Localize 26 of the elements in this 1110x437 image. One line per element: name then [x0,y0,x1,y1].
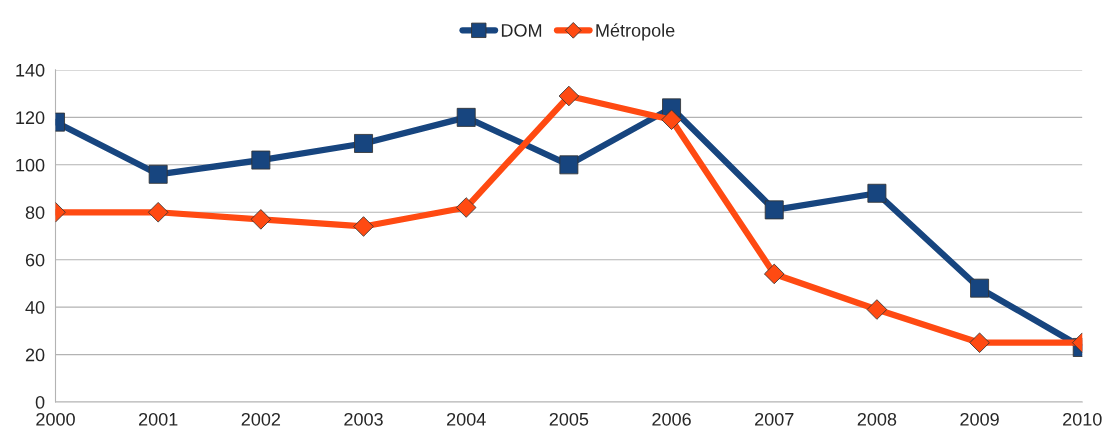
y-tick-label: 40 [25,301,45,314]
x-tick-label: 2010 [1063,412,1102,426]
point [867,183,887,203]
x-tick-label: 2002 [241,412,281,426]
y-tick-label: 100 [16,158,45,172]
x-tick-label: 2009 [960,412,999,426]
x-tick-label: 2003 [344,412,383,426]
y-tick-label: 20 [25,348,45,362]
x-tick-label: 2004 [447,412,486,426]
y-tick-label: 80 [25,206,45,219]
y-tick-label: 60 [25,253,45,267]
point [866,299,888,320]
x-tick-label: 2000 [36,412,75,426]
y-tick-label: 120 [16,111,45,125]
y-tick-label: 140 [16,63,45,77]
x-tick-label: 2001 [139,412,178,426]
y-tick-label: 0 [35,395,45,409]
point [764,200,784,220]
x-tick-label: 2008 [857,412,897,426]
legend-label: Métropole [596,23,675,41]
point [456,107,476,127]
x-tick-label: 2006 [652,412,691,426]
legend-label: DOM [501,24,542,37]
point [354,134,373,153]
x-tick-label: 2005 [549,412,589,426]
x-tick-label: 2007 [755,412,794,426]
